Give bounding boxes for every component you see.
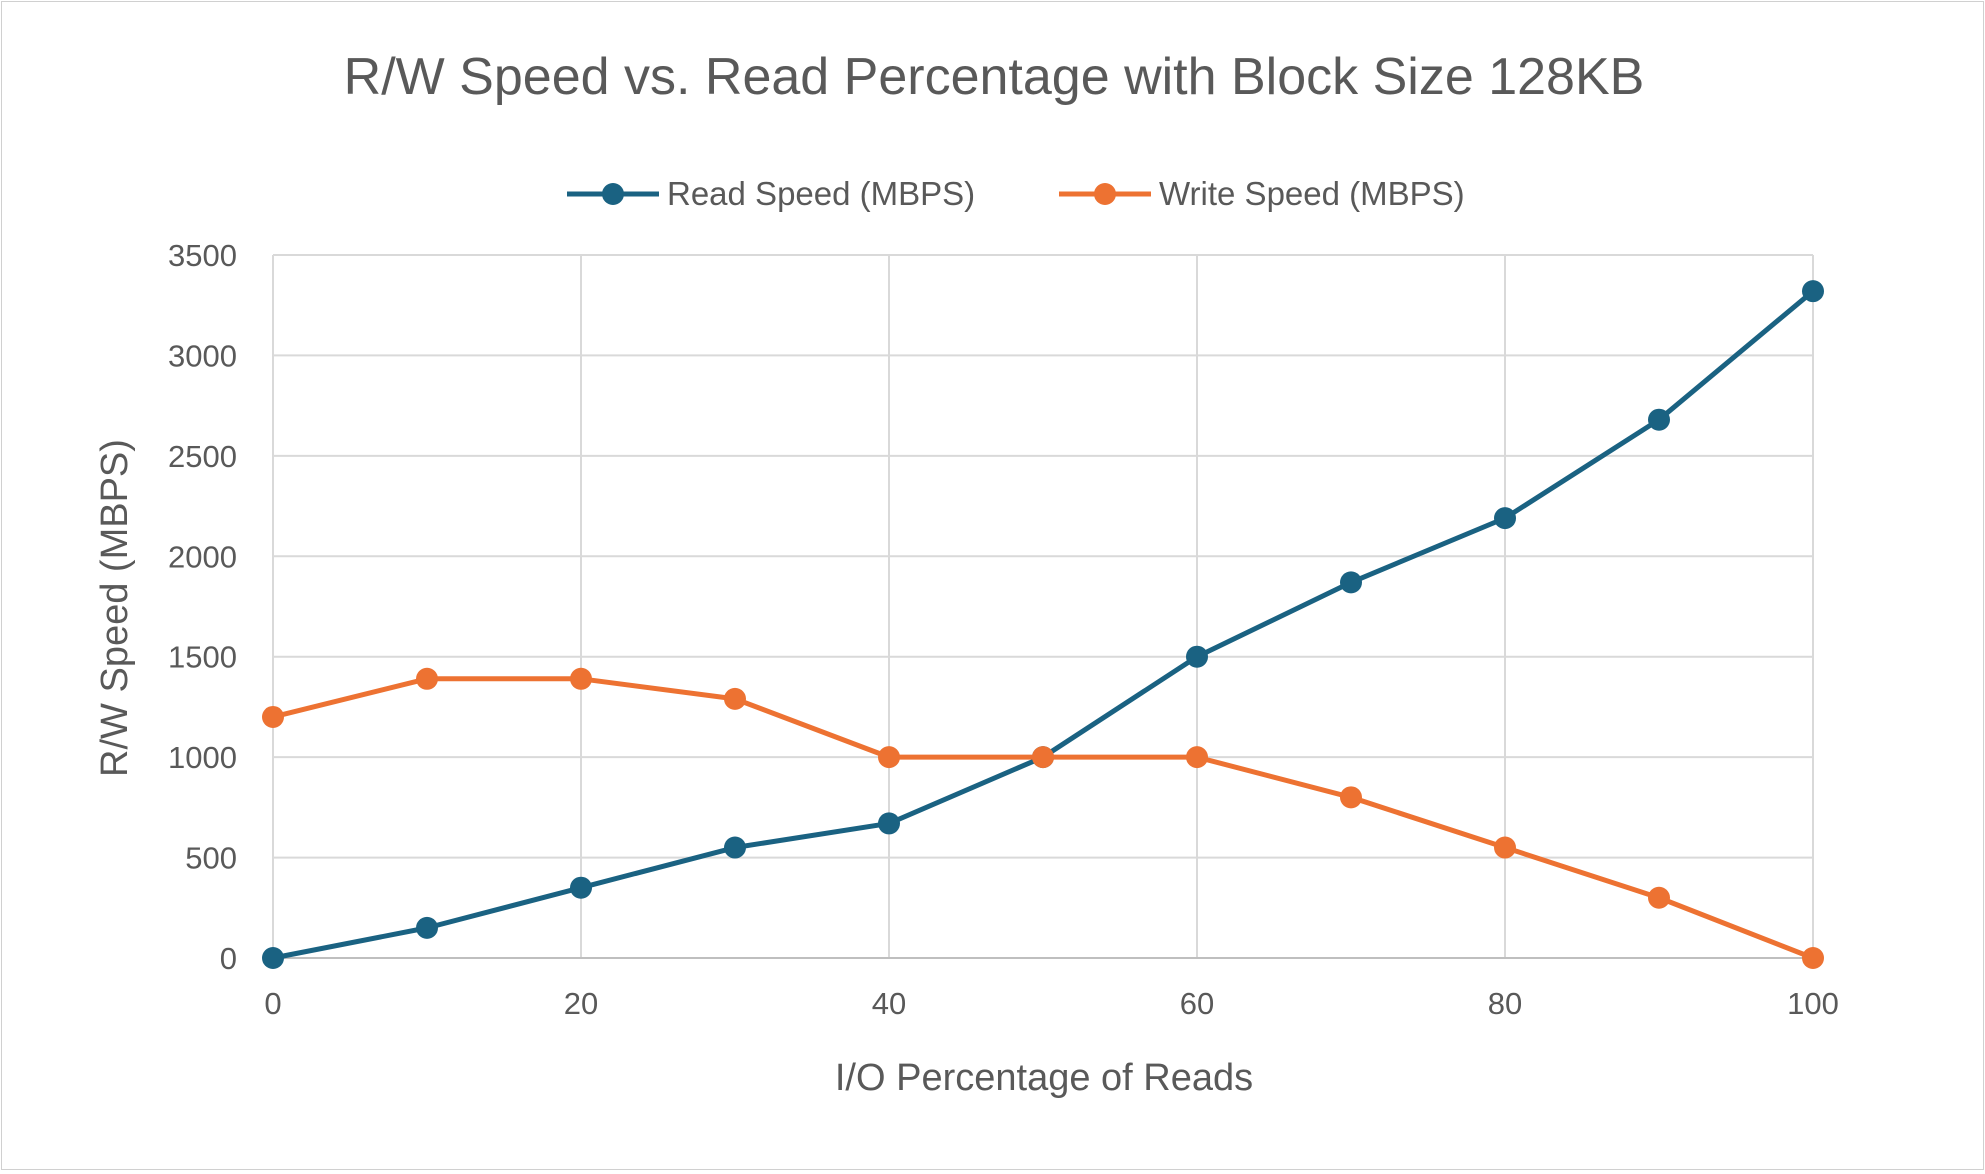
y-tick-label: 500 [185,841,237,876]
x-tick-label: 100 [1787,986,1839,1021]
data-point [1186,645,1208,668]
y-tick-label: 3500 [168,238,237,273]
x-tick-label: 40 [872,986,906,1021]
legend-label-0: Read Speed (MBPS) [667,175,975,212]
data-point [1032,746,1054,769]
data-point [262,947,284,969]
y-tick-label: 2500 [168,439,237,474]
series-group [262,280,1824,969]
data-point [1186,746,1208,769]
data-point [1648,408,1670,431]
x-tick-label: 0 [264,986,281,1021]
data-point [262,705,284,728]
data-point [878,746,900,769]
y-axis-label: R/W Speed (MBPS) [94,439,136,777]
legend: Read Speed (MBPS) Write Speed (MBPS) [567,175,1465,212]
data-point [1494,836,1516,859]
data-point [570,876,592,899]
data-point [1340,571,1362,594]
x-tick-label: 60 [1180,986,1214,1021]
data-point [1648,886,1670,909]
data-point [724,836,746,859]
data-point [1340,786,1362,809]
series-line-1 [272,676,1814,961]
tick-labels: 0 500 1000 1500 2000 2500 3000 3500 0 20 40 60 80 100 [168,238,1839,1021]
y-tick-label: 2000 [168,539,237,574]
legend-marker-0 [602,183,624,205]
x-axis-label: I/O Percentage of Reads [835,1057,1253,1099]
legend-marker-1 [1094,183,1116,205]
y-tick-label: 1500 [168,640,237,675]
data-point [1494,507,1516,530]
x-tick-label: 20 [564,986,598,1021]
data-point [416,667,438,690]
data-point [416,916,438,939]
chart-title: R/W Speed vs. Read Percentage with Block… [344,48,1645,106]
data-point [1802,280,1824,303]
data-point [1802,947,1824,969]
data-point [878,812,900,835]
y-tick-label: 3000 [168,338,237,373]
legend-label-1: Write Speed (MBPS) [1159,175,1465,212]
x-tick-label: 80 [1488,986,1522,1021]
data-point [570,667,592,690]
gridlines [272,254,1814,959]
y-tick-label: 1000 [168,740,237,775]
data-point [724,687,746,710]
y-tick-label: 0 [220,941,237,976]
